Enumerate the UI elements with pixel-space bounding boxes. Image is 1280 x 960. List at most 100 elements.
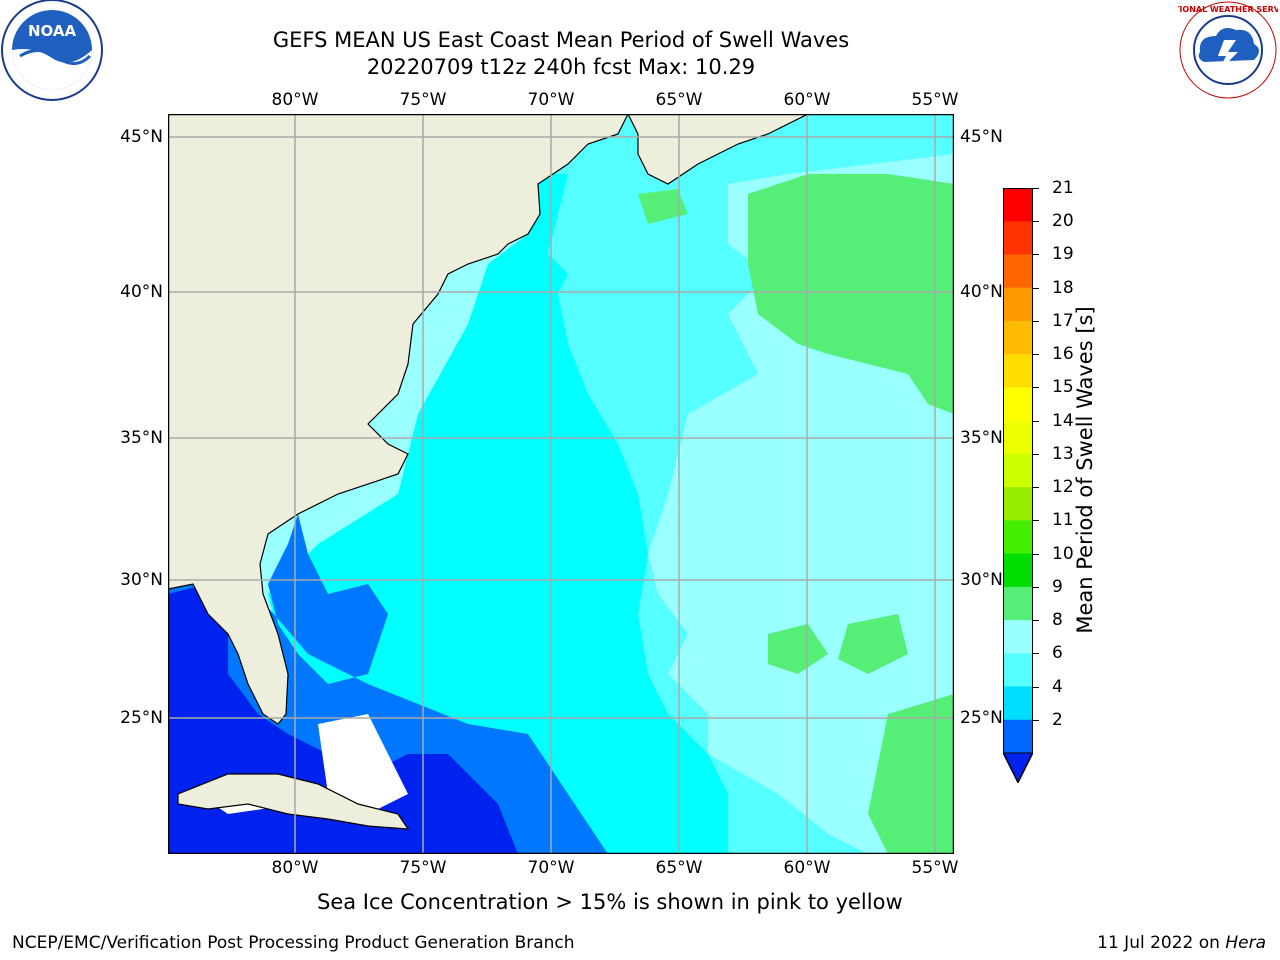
colorbar-tick xyxy=(1033,553,1039,555)
lat-label-left: 45°N xyxy=(120,127,163,147)
colorbar-tick-label: 11 xyxy=(1052,510,1074,531)
lon-label-bottom: 60°W xyxy=(783,858,831,878)
noaa-logo-text: NOAA xyxy=(28,22,77,40)
colorbar-tick-label: 9 xyxy=(1052,576,1063,597)
colorbar-segment xyxy=(1003,320,1033,355)
colorbar-tick xyxy=(1033,653,1039,655)
lon-label-top: 80°W xyxy=(271,90,319,110)
lat-label-left: 25°N xyxy=(120,708,163,728)
lon-label-bottom: 55°W xyxy=(911,858,959,878)
colorbar-tick xyxy=(1033,487,1039,489)
colorbar-tick-label: 16 xyxy=(1052,344,1074,365)
lon-label-bottom: 75°W xyxy=(399,858,447,878)
lon-label-top: 75°W xyxy=(399,90,447,110)
colorbar-tick xyxy=(1033,320,1039,322)
colorbar-tick-label: 21 xyxy=(1052,178,1074,198)
colorbar-segment xyxy=(1003,221,1033,255)
colorbar-tick-label: 14 xyxy=(1052,410,1074,431)
zone-green-ne xyxy=(748,174,954,414)
map-subtitle: 20220709 t12z 240h fcst Max: 10.29 xyxy=(366,55,756,79)
nws-logo-text: NATIONAL WEATHER SERVICE xyxy=(1178,5,1278,14)
colorbar-tick xyxy=(1033,686,1039,688)
zone-white-bahamas xyxy=(318,714,408,814)
colorbar-outline xyxy=(1003,188,1033,784)
colorbar-segment xyxy=(1003,387,1033,422)
colorbar-tick xyxy=(1033,520,1039,522)
colorbar-segment xyxy=(1003,287,1033,322)
colorbar-tick xyxy=(1033,287,1039,289)
colorbar-tick-label: 6 xyxy=(1052,643,1063,664)
footer-credit: NCEP/EMC/Verification Post Processing Pr… xyxy=(12,933,575,953)
colorbar-tick-label: 12 xyxy=(1052,477,1074,498)
colorbar-segment xyxy=(1003,719,1033,754)
colorbar-segment xyxy=(1003,487,1033,521)
colorbar-tick xyxy=(1033,254,1039,256)
colorbar-tick-label: 2 xyxy=(1052,709,1063,730)
colorbar-tick-label: 17 xyxy=(1052,310,1074,331)
lon-label-bottom: 65°W xyxy=(655,858,703,878)
map-panel xyxy=(167,113,955,855)
colorbar-tick xyxy=(1033,354,1039,356)
footer-machine: Hera xyxy=(1225,933,1266,953)
land-maritimes xyxy=(627,114,809,185)
zone-green-patch xyxy=(838,614,908,674)
lat-label-right: 25°N xyxy=(960,708,1003,728)
colorbar-tick-label: 15 xyxy=(1052,377,1074,398)
lat-label-right: 45°N xyxy=(960,127,1003,147)
colorbar-segment xyxy=(1003,520,1033,555)
map-title: GEFS MEAN US East Coast Mean Period of S… xyxy=(272,28,850,52)
colorbar-segment xyxy=(1003,420,1033,455)
colorbar-tick xyxy=(1033,188,1039,189)
colorbar-tick xyxy=(1033,719,1039,721)
nws-logo: NATIONAL WEATHER SERVICE xyxy=(1162,0,1280,100)
sea-ice-note: Sea Ice Concentration > 15% is shown in … xyxy=(317,890,903,914)
colorbar-segment xyxy=(1003,453,1033,488)
colorbar-segment xyxy=(1003,653,1033,688)
lat-label-left: 30°N xyxy=(120,570,163,590)
colorbar-canvas xyxy=(1002,188,1034,785)
lat-label-right: 35°N xyxy=(960,428,1003,448)
lon-label-top: 55°W xyxy=(911,90,959,110)
colorbar xyxy=(1002,188,1034,785)
map-canvas xyxy=(167,113,955,855)
colorbar-tick xyxy=(1033,620,1039,622)
colorbar-tick xyxy=(1033,387,1039,389)
colorbar-segment xyxy=(1003,254,1033,289)
colorbar-tick xyxy=(1033,586,1039,588)
map-frame xyxy=(167,113,955,855)
lon-label-top: 70°W xyxy=(527,90,575,110)
colorbar-tick-label: 10 xyxy=(1052,543,1074,564)
colorbar-segment xyxy=(1003,553,1033,588)
colorbar-tick-label: 19 xyxy=(1052,244,1074,265)
land-us-east xyxy=(168,114,629,725)
colorbar-segment xyxy=(1003,620,1033,654)
colorbar-segment xyxy=(1003,354,1033,388)
lon-label-bottom: 80°W xyxy=(271,858,319,878)
footer-date-text: 11 Jul 2022 on xyxy=(1097,933,1226,953)
colorbar-tick xyxy=(1033,420,1039,422)
land-cuba xyxy=(177,773,410,830)
colorbar-segment xyxy=(1003,188,1033,222)
colorbar-tick-label: 8 xyxy=(1052,610,1063,631)
colorbar-label: Mean Period of Swell Waves [s] xyxy=(1073,306,1097,634)
colorbar-segment xyxy=(1003,686,1033,721)
lat-label-right: 40°N xyxy=(960,282,1003,302)
zone-green-patch xyxy=(768,624,828,674)
colorbar-tick-label: 18 xyxy=(1052,277,1074,298)
colorbar-tick xyxy=(1033,453,1039,455)
colorbar-tick-label: 4 xyxy=(1052,676,1063,697)
colorbar-tick xyxy=(1033,221,1039,223)
lon-label-bottom: 70°W xyxy=(527,858,575,878)
lat-label-left: 35°N xyxy=(120,428,163,448)
noaa-logo: NOAA xyxy=(0,0,104,104)
lat-label-right: 30°N xyxy=(960,570,1003,590)
footer-date: 11 Jul 2022 on Hera xyxy=(1097,933,1266,953)
colorbar-under-arrow xyxy=(1002,752,1034,785)
zone-green-se xyxy=(868,694,954,854)
lat-label-left: 40°N xyxy=(120,282,163,302)
colorbar-tick-label: 20 xyxy=(1052,211,1074,232)
colorbar-segment xyxy=(1003,586,1033,621)
lon-label-top: 60°W xyxy=(783,90,831,110)
zone-green-patch xyxy=(638,189,688,224)
lon-label-top: 65°W xyxy=(655,90,703,110)
